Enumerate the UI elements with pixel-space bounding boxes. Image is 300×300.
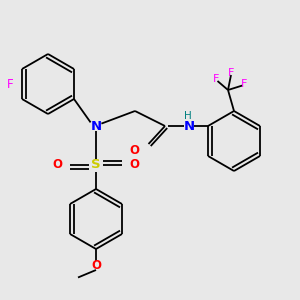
Text: F: F (213, 74, 219, 85)
Text: H: H (184, 111, 191, 121)
Text: F: F (7, 77, 14, 91)
Text: O: O (130, 158, 140, 172)
Text: S: S (91, 158, 101, 172)
Text: F: F (241, 79, 248, 89)
Text: O: O (130, 143, 140, 157)
Text: O: O (91, 259, 101, 272)
Text: N: N (90, 119, 102, 133)
Text: N: N (183, 119, 195, 133)
Text: O: O (52, 158, 62, 172)
Text: F: F (228, 68, 234, 79)
